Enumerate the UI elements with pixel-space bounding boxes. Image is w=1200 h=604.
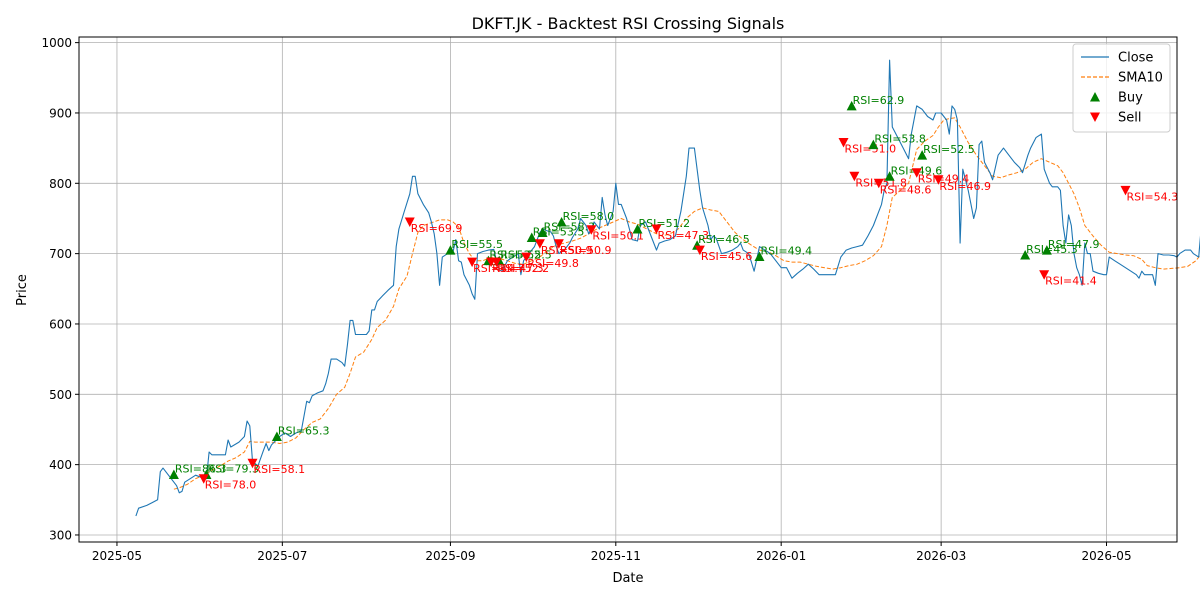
sell-signal-label: RSI=47.3: [657, 229, 709, 242]
x-tick-label: 2026-01: [756, 549, 806, 563]
sell-marker: [849, 171, 860, 182]
sell-signal-label: RSI=47.3: [492, 262, 544, 275]
buy-marker: [1041, 245, 1052, 255]
buy-signal-label: RSI=47.9: [1048, 238, 1100, 251]
sell-marker: [467, 257, 478, 268]
y-tick-label: 1000: [41, 36, 72, 50]
sell-marker: [651, 224, 662, 235]
x-tick-label: 2026-03: [916, 549, 966, 563]
buy-signal-label: RSI=55.5: [451, 238, 503, 251]
sell-marker: [838, 138, 849, 148]
grid: [79, 37, 1177, 542]
sell-marker: [933, 175, 944, 185]
buy-signal-label: RSI=53.8: [874, 133, 926, 146]
y-tick-label: 600: [49, 317, 72, 331]
sell-marker: [553, 239, 564, 249]
sell-marker: [534, 239, 545, 249]
sell-marker: [911, 168, 922, 178]
x-tick-label: 2025-11: [591, 549, 641, 563]
sell-signal-label: RSI=44.7: [473, 262, 525, 275]
sell-marker: [1120, 185, 1131, 196]
chart-title: DKFT.JK - Backtest RSI Crossing Signals: [472, 14, 785, 33]
sell-signal-label: RSI=49.8: [527, 257, 579, 270]
sell-signal-label: RSI=69.9: [411, 222, 463, 235]
sell-marker: [873, 178, 884, 189]
y-tick-label: 400: [49, 458, 72, 472]
y-tick-label: 700: [49, 247, 72, 261]
buy-signal-label: RSI=46.5: [698, 233, 750, 246]
sell-marker: [198, 474, 209, 484]
sell-signal-label: RSI=50.1: [592, 230, 644, 243]
sell-signal-label: RSI=58.1: [254, 463, 306, 476]
x-tick-label: 2025-09: [425, 549, 475, 563]
sell-signal-label: RSI=78.0: [205, 479, 257, 492]
legend-label: Sell: [1118, 111, 1141, 126]
legend-sell-swatch: [1090, 112, 1100, 122]
buy-signal-label: RSI=45.3: [1026, 243, 1078, 256]
sell-signal-label: RSI=52.2: [498, 262, 550, 275]
y-axis: 300 400 500 600 700 800 900 1000: [41, 36, 79, 542]
sell-marker: [404, 217, 415, 227]
buy-marker: [526, 232, 537, 242]
y-tick-label: 500: [49, 388, 72, 402]
sell-marker: [694, 245, 705, 256]
sell-marker: [586, 225, 597, 235]
sell-signal-label: RSI=50.9: [541, 244, 593, 257]
sell-signal-label: RSI=45.6: [701, 250, 753, 263]
buy-marker: [884, 171, 895, 181]
buy-marker: [632, 224, 643, 234]
buy-signal-label: RSI=52.5: [923, 143, 975, 156]
sell-signal-label: RSI=54.3: [1126, 190, 1178, 203]
buy-signal-label: RSI=62.9: [853, 94, 905, 107]
buy-signal-label: RSI=51.2: [638, 217, 690, 230]
buy-signal-label: RSI=58.0: [563, 210, 615, 223]
y-tick-label: 300: [49, 528, 72, 542]
buy-marker: [556, 216, 567, 227]
x-tick-label: 2025-05: [92, 549, 142, 563]
close-series: [135, 59, 1200, 517]
buy-signal-label: RSI=49.4: [760, 244, 812, 257]
sell-marker: [521, 252, 532, 263]
buy-marker: [1020, 250, 1031, 260]
y-axis-label: Price: [15, 274, 30, 306]
buy-signal-label: RSI=86.3: [175, 462, 227, 475]
legend-box: [1072, 43, 1171, 133]
x-tick-label: 2025-07: [257, 549, 307, 563]
buy-marker: [445, 245, 456, 255]
legend-label: SMA10: [1118, 71, 1163, 86]
sell-marker: [247, 458, 258, 469]
buy-marker: [537, 227, 548, 238]
y-tick-label: 800: [49, 177, 72, 191]
x-axis: 2025-05 2025-07 2025-09 2025-11 2026-01 2026-…: [92, 542, 1132, 563]
buy-marker: [168, 469, 179, 479]
sell-signal-label: RSI=49.4: [918, 173, 970, 186]
legend-label: Close: [1118, 51, 1153, 66]
sell-marker: [491, 257, 502, 268]
legend-buy-swatch: [1090, 92, 1100, 102]
sell-signal-label: RSI=41.4: [1045, 275, 1097, 288]
y-tick-label: 900: [49, 106, 72, 120]
buy-marker: [754, 251, 765, 261]
legend-label: Buy: [1118, 91, 1143, 106]
buy-marker: [846, 100, 857, 111]
buy-signal-label: RSI=79.3: [207, 462, 259, 475]
plot-frame: [78, 36, 1178, 543]
x-axis-label: Date: [612, 571, 643, 586]
sell-signal-label: RSI=50.9: [560, 244, 612, 257]
buy-signal-label: RSI=58.3: [544, 221, 596, 234]
sell-signal-label: RSI=48.6: [880, 183, 932, 196]
buy-signal-label: RSI=65.3: [278, 424, 330, 437]
sell-signal-label: RSI=46.9: [939, 180, 991, 193]
x-tick-label: 2026-05: [1081, 549, 1131, 563]
buy-marker: [917, 150, 928, 160]
buy-marker: [271, 431, 282, 441]
buy-marker: [868, 139, 879, 150]
sell-marker: [1039, 270, 1050, 280]
close-line: [135, 59, 1200, 517]
legend: Close SMA10 Buy Sell: [1072, 43, 1171, 133]
